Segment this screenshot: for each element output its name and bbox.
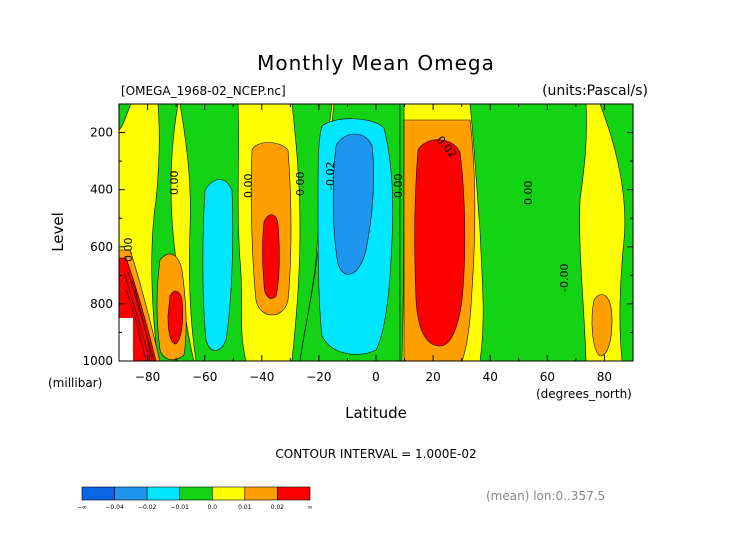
chart-title: Monthly Mean Omega [257, 51, 495, 75]
colorbar-swatch [277, 486, 311, 501]
colorbar-label: −0.01 [171, 504, 190, 511]
y-units-label: (millibar) [48, 376, 102, 390]
colorbar-swatch [146, 486, 181, 501]
mean-text: (mean) lon:0..357.5 [486, 489, 605, 503]
colorbar-label: −0.04 [105, 504, 124, 511]
contour-label: 0.00 [242, 174, 255, 199]
x-axis: −80 −60 −40 −20 0 20 40 60 80 [118, 104, 634, 384]
y-axis-title: Level [49, 212, 67, 252]
x-tick-label: 80 [597, 370, 612, 384]
colorbar-swatch [179, 486, 213, 501]
colorbar-swatch [114, 486, 148, 501]
x-axis-title: Latitude [345, 404, 407, 422]
contour-label: 0.00 [522, 181, 535, 206]
colorbar-label: −0.02 [138, 504, 157, 511]
red-region [414, 139, 466, 347]
contour-label: -0.00 [558, 264, 571, 292]
colorbar-label: 0.02 [271, 504, 285, 511]
colorbar: −∞ −0.04 −0.02 −0.01 0.0 0.01 0.02 ∞ [77, 486, 313, 511]
contour-labels: 0.00 0.00 0.00 0.00 -0.02 0.00 0.02 0.00… [122, 134, 571, 292]
cyan-region [202, 179, 234, 351]
x-tick-label: −40 [249, 370, 274, 384]
x-tick-label: 20 [425, 370, 440, 384]
units-label: (units:Pascal/s) [542, 83, 648, 99]
blue-region [332, 133, 374, 275]
contour-label: 0.00 [294, 172, 307, 197]
colorbar-swatch [81, 486, 115, 501]
green-band [469, 104, 587, 361]
y-tick-label: 200 [90, 126, 113, 140]
y-tick-label: 800 [90, 297, 113, 311]
colorbar-swatch [244, 486, 278, 501]
y-axis: 200 400 600 800 1000 [82, 103, 633, 368]
contour-label: 0.00 [168, 171, 181, 196]
red-region [262, 214, 280, 299]
contour-line [123, 271, 155, 361]
y-tick-label: 600 [90, 240, 113, 254]
y-tick-label: 1000 [82, 354, 113, 368]
x-tick-label: 0 [372, 370, 380, 384]
x-tick-label: −20 [306, 370, 331, 384]
x-tick-label: −80 [135, 370, 160, 384]
y-tick-label: 400 [90, 183, 113, 197]
x-units-label: (degrees_north) [536, 387, 632, 401]
missing-data-patch [119, 318, 133, 361]
green-band [599, 104, 633, 361]
contour-interval-text: CONTOUR INTERVAL = 1.000E-02 [275, 447, 476, 461]
orange-region [591, 294, 613, 357]
colorbar-label: ∞ [308, 504, 313, 511]
x-tick-label: −60 [192, 370, 217, 384]
colorbar-label: 0.0 [208, 504, 218, 511]
colorbar-swatch [211, 486, 246, 501]
x-tick-label: 40 [483, 370, 498, 384]
contour-field [119, 104, 633, 361]
colorbar-label: 0.01 [238, 504, 252, 511]
red-region [167, 290, 184, 345]
contour-label: 0.00 [122, 238, 135, 263]
colorbar-label: −∞ [77, 504, 87, 511]
file-label: [OMEGA_1968-02_NCEP.nc] [121, 84, 286, 98]
contour-label: -0.02 [324, 162, 337, 190]
contour-label: 0.00 [392, 174, 405, 199]
x-tick-label: 60 [540, 370, 555, 384]
